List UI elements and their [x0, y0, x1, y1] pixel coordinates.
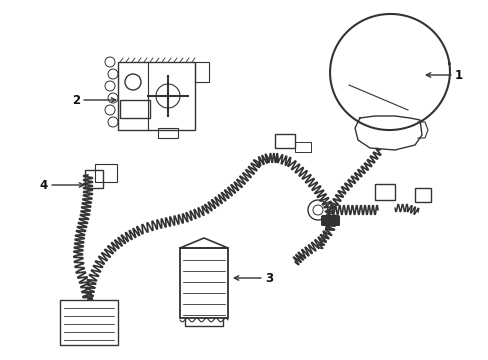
Text: 3: 3 — [234, 271, 273, 284]
Text: 2: 2 — [72, 94, 116, 107]
Text: 1: 1 — [426, 68, 462, 81]
Text: 4: 4 — [40, 179, 83, 192]
